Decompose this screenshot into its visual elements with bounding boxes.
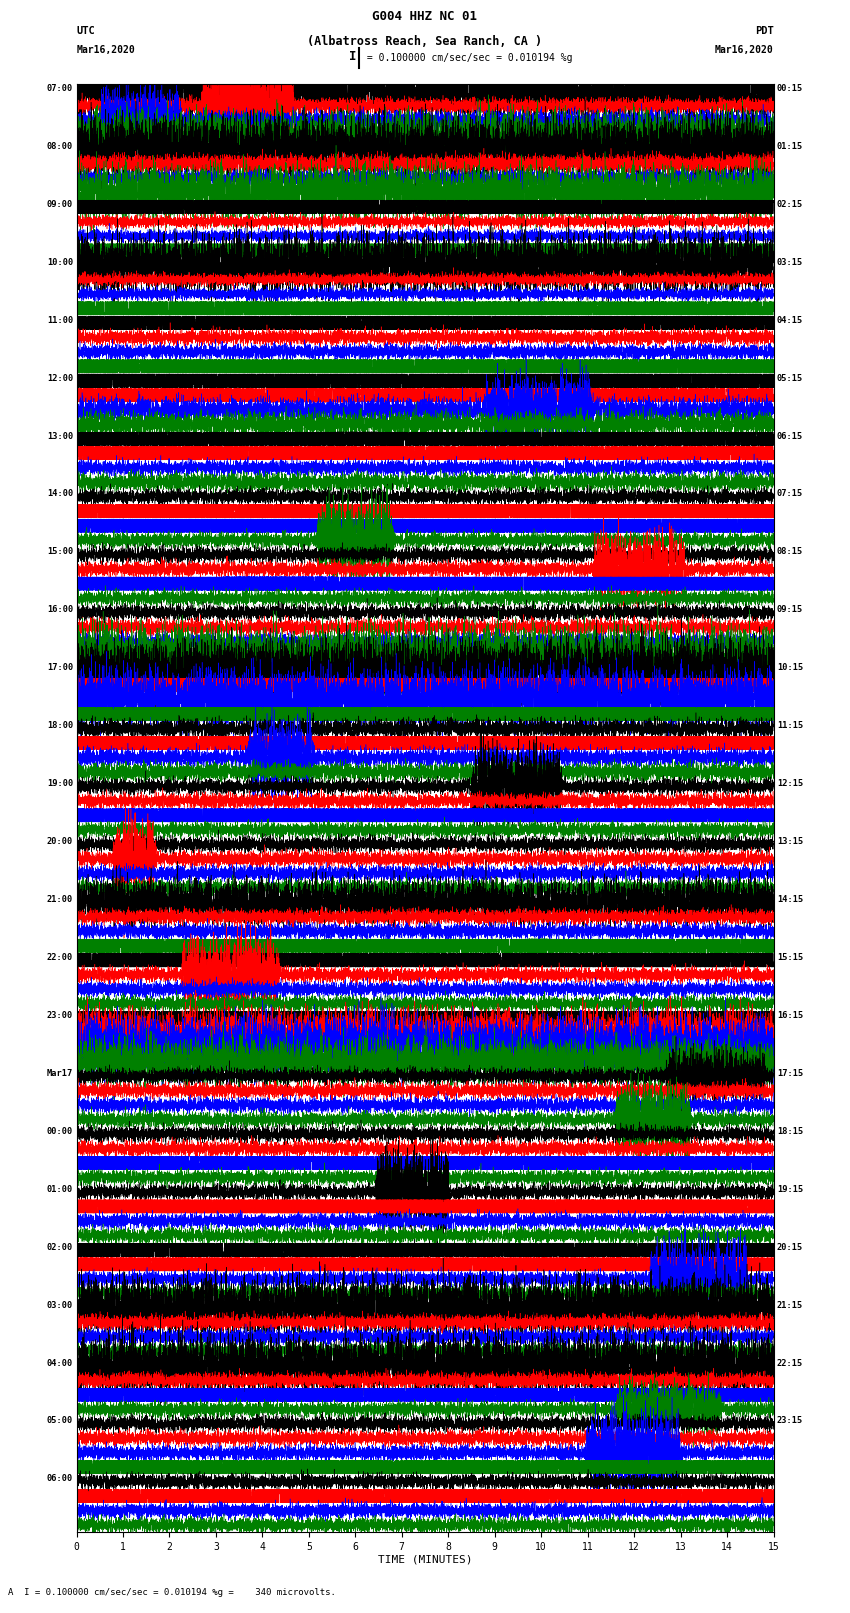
Text: 01:00: 01:00 <box>47 1184 73 1194</box>
Text: 09:15: 09:15 <box>777 605 803 615</box>
Text: = 0.100000 cm/sec/sec = 0.010194 %g: = 0.100000 cm/sec/sec = 0.010194 %g <box>361 53 573 63</box>
Text: 10:00: 10:00 <box>47 258 73 266</box>
Text: PDT: PDT <box>755 26 774 35</box>
Text: 15:00: 15:00 <box>47 547 73 556</box>
Text: 08:00: 08:00 <box>47 142 73 150</box>
Text: 11:00: 11:00 <box>47 316 73 324</box>
Text: 14:00: 14:00 <box>47 489 73 498</box>
Text: Mar17: Mar17 <box>47 1069 73 1077</box>
Text: 19:00: 19:00 <box>47 779 73 789</box>
Text: 09:00: 09:00 <box>47 200 73 208</box>
Text: 18:00: 18:00 <box>47 721 73 731</box>
Text: 06:00: 06:00 <box>47 1474 73 1484</box>
Text: 23:15: 23:15 <box>777 1416 803 1426</box>
Text: 17:15: 17:15 <box>777 1069 803 1077</box>
Text: 14:15: 14:15 <box>777 895 803 903</box>
Text: 17:00: 17:00 <box>47 663 73 673</box>
Text: 23:00: 23:00 <box>47 1011 73 1019</box>
Text: 05:00: 05:00 <box>47 1416 73 1426</box>
Text: I: I <box>349 50 357 63</box>
Text: 20:15: 20:15 <box>777 1242 803 1252</box>
Text: 21:15: 21:15 <box>777 1300 803 1310</box>
Text: (Albatross Reach, Sea Ranch, CA ): (Albatross Reach, Sea Ranch, CA ) <box>308 35 542 48</box>
Text: 13:15: 13:15 <box>777 837 803 847</box>
Text: 00:00: 00:00 <box>47 1127 73 1136</box>
Text: 04:00: 04:00 <box>47 1358 73 1368</box>
Text: G004 HHZ NC 01: G004 HHZ NC 01 <box>372 10 478 23</box>
Text: 21:00: 21:00 <box>47 895 73 903</box>
Text: 22:00: 22:00 <box>47 953 73 961</box>
Text: UTC: UTC <box>76 26 95 35</box>
Text: 07:15: 07:15 <box>777 489 803 498</box>
Text: 13:00: 13:00 <box>47 432 73 440</box>
Text: 01:15: 01:15 <box>777 142 803 150</box>
Text: Mar16,2020: Mar16,2020 <box>715 45 774 55</box>
Text: 12:00: 12:00 <box>47 374 73 382</box>
Text: 02:15: 02:15 <box>777 200 803 208</box>
Text: 07:00: 07:00 <box>47 84 73 94</box>
Text: 20:00: 20:00 <box>47 837 73 847</box>
Text: 12:15: 12:15 <box>777 779 803 789</box>
Text: 06:15: 06:15 <box>777 432 803 440</box>
Text: 16:00: 16:00 <box>47 605 73 615</box>
Text: 00:15: 00:15 <box>777 84 803 94</box>
Text: 04:15: 04:15 <box>777 316 803 324</box>
Text: 03:00: 03:00 <box>47 1300 73 1310</box>
Text: 10:15: 10:15 <box>777 663 803 673</box>
Text: Mar16,2020: Mar16,2020 <box>76 45 135 55</box>
Text: 08:15: 08:15 <box>777 547 803 556</box>
Text: 11:15: 11:15 <box>777 721 803 731</box>
Text: 19:15: 19:15 <box>777 1184 803 1194</box>
Text: A  I = 0.100000 cm/sec/sec = 0.010194 %g =    340 microvolts.: A I = 0.100000 cm/sec/sec = 0.010194 %g … <box>8 1587 337 1597</box>
Text: 18:15: 18:15 <box>777 1127 803 1136</box>
Text: 15:15: 15:15 <box>777 953 803 961</box>
Text: 02:00: 02:00 <box>47 1242 73 1252</box>
Text: 03:15: 03:15 <box>777 258 803 266</box>
Text: 05:15: 05:15 <box>777 374 803 382</box>
Text: 22:15: 22:15 <box>777 1358 803 1368</box>
Text: 16:15: 16:15 <box>777 1011 803 1019</box>
X-axis label: TIME (MINUTES): TIME (MINUTES) <box>377 1555 473 1565</box>
